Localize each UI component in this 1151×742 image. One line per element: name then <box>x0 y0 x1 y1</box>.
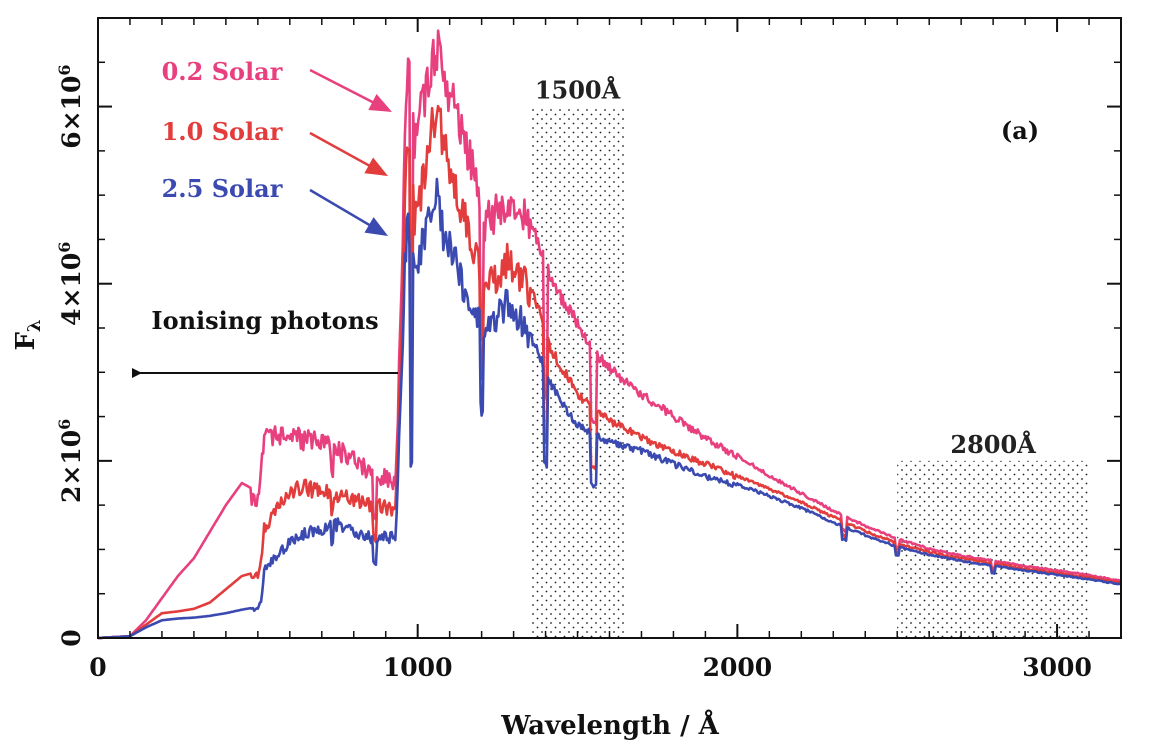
x-axis-label: Wavelength / Å <box>500 710 719 741</box>
svg-text:Fλ: Fλ <box>11 319 45 350</box>
series-line-1-0-solar <box>97 104 1121 640</box>
x-axis-ticks: 0 1000 2000 3000 <box>89 18 1092 682</box>
series-line-0-2-solar <box>97 29 1122 640</box>
y-axis-label-sub: λ <box>24 319 45 332</box>
legend-label-0-2-solar: 0.2 Solar <box>162 57 283 86</box>
y-axis-ticks: 0 2×106 4×106 6×106 <box>55 61 1121 647</box>
legend-arrow-1-0-solar <box>309 131 380 172</box>
series-lines <box>97 29 1122 640</box>
legend-arrow-2-5-solar <box>309 188 380 232</box>
y-tick-label-2: 4×106 <box>55 242 86 326</box>
legend-arrowhead-1-0-solar <box>364 157 388 176</box>
legend-arrow-0-2-solar <box>309 68 383 109</box>
shaded-bands: 1500Å 2800Å <box>529 76 1090 639</box>
band-label-1: 2800Å <box>950 430 1036 459</box>
band-label-0: 1500Å <box>535 76 621 105</box>
y-tick-label-3: 6×106 <box>55 64 86 148</box>
legend-arrowhead-0-2-solar <box>368 93 392 112</box>
legend-arrowhead-2-5-solar <box>364 217 388 236</box>
ionising-photons-label: Ionising photons <box>151 306 378 335</box>
series-line-2-5-solar <box>97 177 1122 640</box>
y-tick-label-1: 2×106 <box>55 419 86 503</box>
x-tick-label-2: 2000 <box>703 653 773 682</box>
x-tick-label-3: 3000 <box>1022 653 1092 682</box>
legend-label-1-0-solar: 1.0 Solar <box>162 117 283 146</box>
y-axis-label: Fλ <box>11 319 45 350</box>
x-tick-label-1: 1000 <box>383 653 453 682</box>
legend-label-2-5-solar: 2.5 Solar <box>162 174 283 203</box>
legend: 0.2 Solar 1.0 Solar 2.5 Solar <box>162 57 392 236</box>
y-tick-label-0: 0 <box>57 629 86 646</box>
y-axis-label-main: F <box>11 332 41 351</box>
x-tick-label-0: 0 <box>89 653 106 682</box>
panel-label: (a) <box>1001 116 1039 145</box>
